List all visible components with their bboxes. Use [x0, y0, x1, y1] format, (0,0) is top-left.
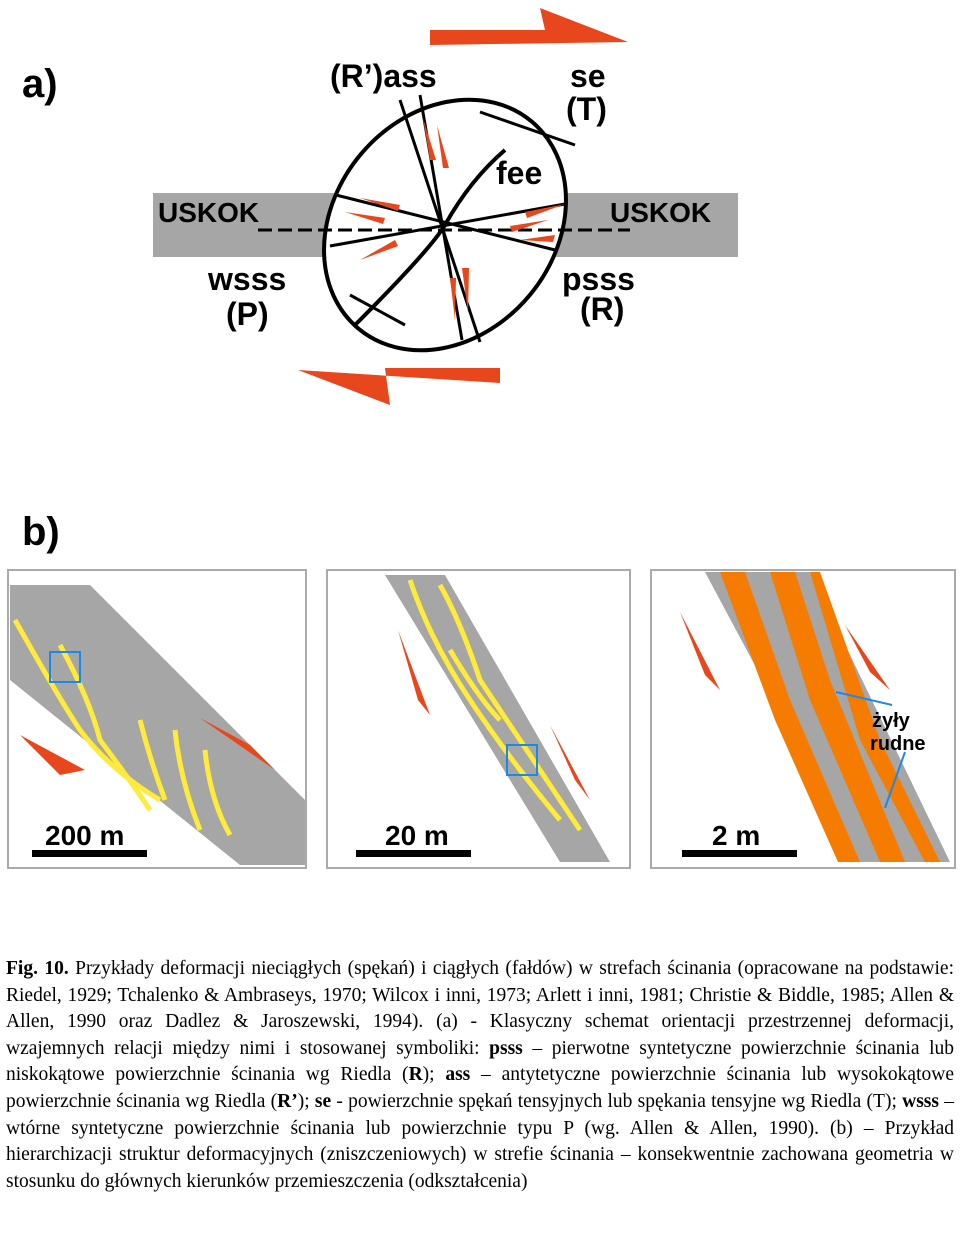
p-label: (P) — [226, 296, 269, 332]
figure-b-label: b) — [22, 510, 60, 554]
psss-label: psss — [562, 261, 635, 297]
caption-run: – antytetyczne powierzchnie ścinania lub… — [6, 1064, 954, 1112]
figure-a-label: a) — [22, 62, 58, 106]
vein-label: żyły — [872, 710, 911, 732]
fold-curve — [353, 148, 507, 327]
caption-run: Fig. 10. — [6, 958, 69, 979]
t-label: (T) — [566, 91, 607, 127]
caption-run: – wtórne syntetyczne powierzchnie ścinan… — [6, 1090, 954, 1192]
panel-3 — [650, 569, 956, 869]
figure: a) (R’)ass se (T) fee USKOK USKOK wsss (… — [7, 8, 956, 869]
scale-label: 200 m — [45, 820, 124, 851]
uskok-left: USKOK — [158, 197, 259, 228]
small-arrows — [345, 118, 565, 320]
uskok-right: USKOK — [610, 197, 711, 228]
caption-run: ass — [445, 1064, 471, 1086]
caption-run: se — [314, 1090, 332, 1112]
arrow — [430, 8, 628, 45]
vein-label: rudne — [870, 733, 926, 755]
wsss-label: wsss — [207, 261, 286, 297]
arrow — [298, 368, 500, 405]
panel-2 — [326, 569, 631, 869]
caption-run: ); — [297, 1090, 315, 1112]
caption-run: Przykłady deformacji nieciągłych (spękań… — [6, 958, 954, 1059]
scale-label: 20 m — [385, 820, 449, 851]
caption-run: - powierzchnie spękań tensyjnych lub spę… — [331, 1090, 903, 1112]
caption-run: – pierwotne syntetyczne powierzchnie ści… — [6, 1037, 954, 1086]
caption-run: psss — [489, 1037, 523, 1059]
r-label: (R) — [580, 291, 624, 327]
tension-mark — [349, 293, 406, 327]
caption: Fig. 10. Przykłady deformacji nieciągłyc… — [6, 956, 954, 1195]
caption-run: R’ — [277, 1090, 298, 1112]
caption-run: R — [408, 1064, 423, 1086]
tension-mark — [479, 110, 576, 147]
scale-label: 2 m — [712, 820, 760, 851]
panel-1 — [7, 569, 307, 869]
fee-label: fee — [496, 155, 542, 191]
caption-run: wsss — [902, 1090, 939, 1112]
caption-run: ); — [422, 1064, 446, 1086]
se-label: se — [570, 58, 606, 94]
ass-label: (R’)ass — [330, 58, 437, 94]
